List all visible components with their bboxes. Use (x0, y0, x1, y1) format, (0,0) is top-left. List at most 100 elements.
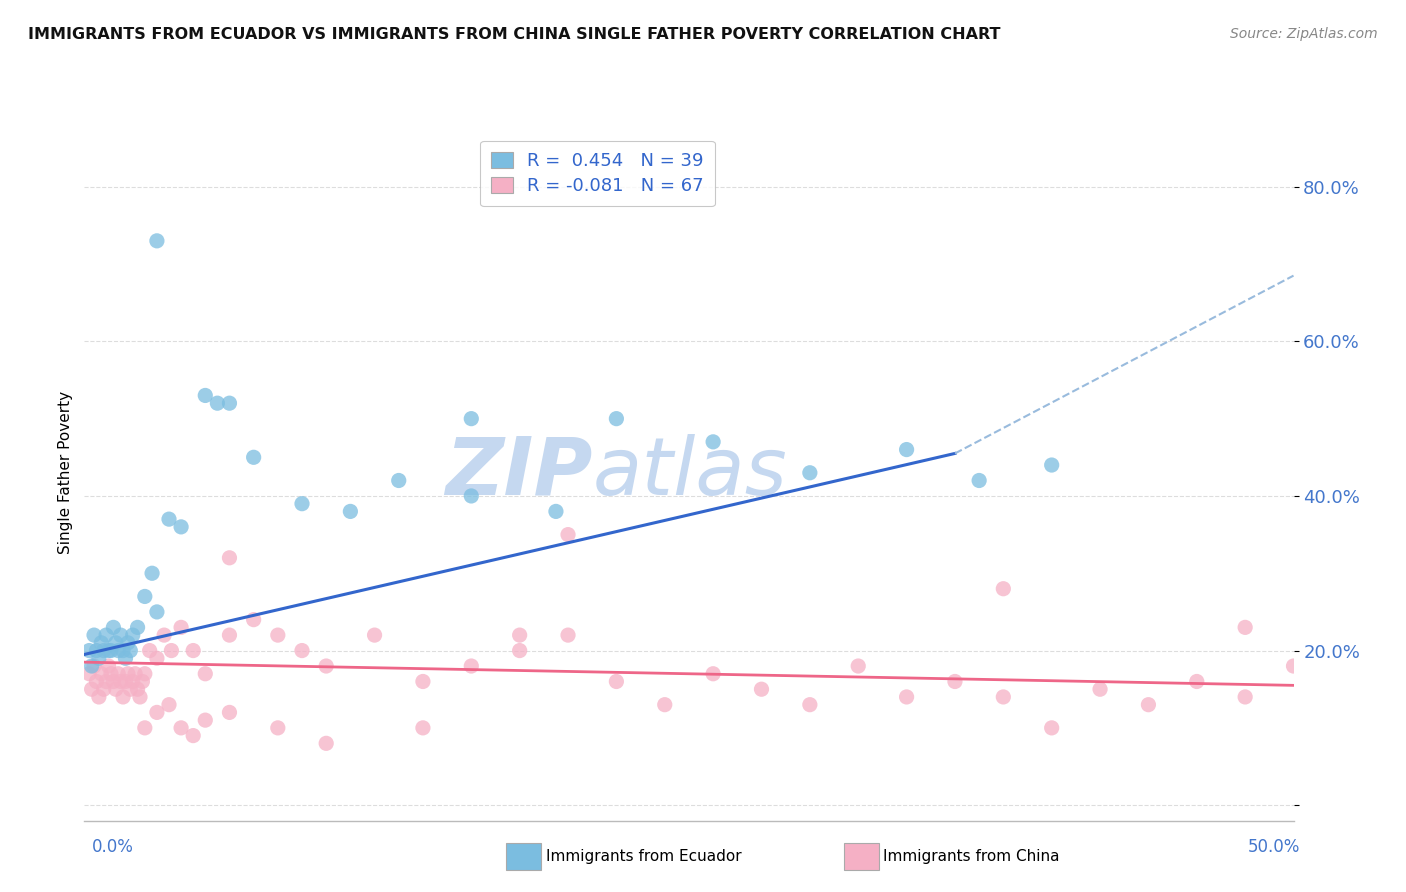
Point (112, 643, 135, 657)
Point (110, 674, 132, 689)
Point (291, 497, 314, 511)
Point (315, 736, 337, 750)
Point (138, 643, 160, 657)
Point (388, 474, 411, 488)
Point (134, 666, 156, 681)
Point (146, 706, 169, 720)
Point (107, 666, 129, 681)
Point (1137, 698, 1160, 712)
Legend: R =  0.454   N = 39, R = -0.081   N = 67: R = 0.454 N = 39, R = -0.081 N = 67 (481, 141, 714, 206)
Point (181, 643, 204, 657)
Point (170, 620, 193, 634)
Point (509, 643, 531, 657)
Point (127, 620, 149, 634)
Point (460, 411, 482, 425)
Point (120, 682, 142, 697)
Point (267, 721, 290, 735)
Point (207, 396, 229, 410)
Point (799, 698, 821, 712)
Point (87, 690, 110, 704)
Point (702, 434, 724, 449)
Point (77, 666, 100, 681)
Point (90, 666, 112, 681)
Point (103, 620, 125, 634)
Point (194, 713, 217, 727)
Point (242, 450, 264, 465)
Point (170, 520, 193, 534)
Point (124, 666, 146, 681)
Point (1282, 659, 1305, 673)
Point (170, 721, 193, 735)
Point (315, 659, 337, 673)
Point (80, 682, 103, 697)
Point (134, 590, 156, 604)
Point (218, 706, 240, 720)
Point (993, 582, 1015, 596)
Point (127, 682, 149, 697)
Point (218, 396, 240, 410)
Point (1040, 721, 1063, 735)
Point (104, 636, 127, 650)
Point (967, 474, 990, 488)
Y-axis label: Single Father Poverty: Single Father Poverty (58, 392, 73, 554)
Point (339, 504, 361, 518)
Point (107, 643, 129, 657)
Point (90, 636, 112, 650)
Point (1040, 458, 1063, 472)
Point (114, 674, 136, 689)
Point (117, 666, 139, 681)
Point (146, 234, 169, 248)
Text: 50.0%: 50.0% (1249, 838, 1301, 855)
Point (97, 643, 120, 657)
Text: Source: ZipAtlas.com: Source: ZipAtlas.com (1230, 27, 1378, 41)
Point (194, 666, 217, 681)
Point (104, 682, 127, 697)
Point (103, 674, 125, 689)
Point (83, 628, 105, 642)
Point (141, 566, 163, 581)
Point (194, 388, 217, 402)
Point (157, 512, 180, 526)
Point (93, 643, 115, 657)
Point (1234, 620, 1257, 634)
Point (1234, 690, 1257, 704)
Point (460, 489, 482, 503)
Point (943, 674, 966, 689)
Point (557, 628, 579, 642)
Point (702, 666, 724, 681)
Point (114, 651, 136, 665)
Point (160, 643, 183, 657)
Point (557, 527, 579, 541)
Point (153, 628, 176, 642)
Text: 0.0%: 0.0% (91, 838, 134, 855)
Point (121, 674, 143, 689)
Point (412, 674, 434, 689)
Point (134, 721, 156, 735)
Point (993, 690, 1015, 704)
Point (117, 636, 139, 650)
Point (121, 628, 143, 642)
Point (218, 628, 240, 642)
Point (87, 651, 110, 665)
Point (86, 674, 108, 689)
Point (100, 643, 122, 657)
Text: Immigrants from Ecuador: Immigrants from Ecuador (546, 849, 741, 863)
Point (93, 682, 115, 697)
Point (363, 628, 385, 642)
Point (896, 442, 918, 457)
Point (509, 628, 531, 642)
Text: Immigrants from China: Immigrants from China (883, 849, 1060, 863)
Point (97, 659, 120, 673)
Point (146, 605, 169, 619)
Point (242, 613, 264, 627)
Point (605, 411, 627, 425)
Point (460, 659, 482, 673)
Point (799, 466, 821, 480)
Point (181, 729, 204, 743)
Point (94, 674, 117, 689)
Point (751, 682, 773, 697)
Point (1185, 674, 1208, 689)
Text: ZIP: ZIP (444, 434, 592, 512)
Text: atlas: atlas (592, 434, 787, 512)
Point (112, 690, 135, 704)
